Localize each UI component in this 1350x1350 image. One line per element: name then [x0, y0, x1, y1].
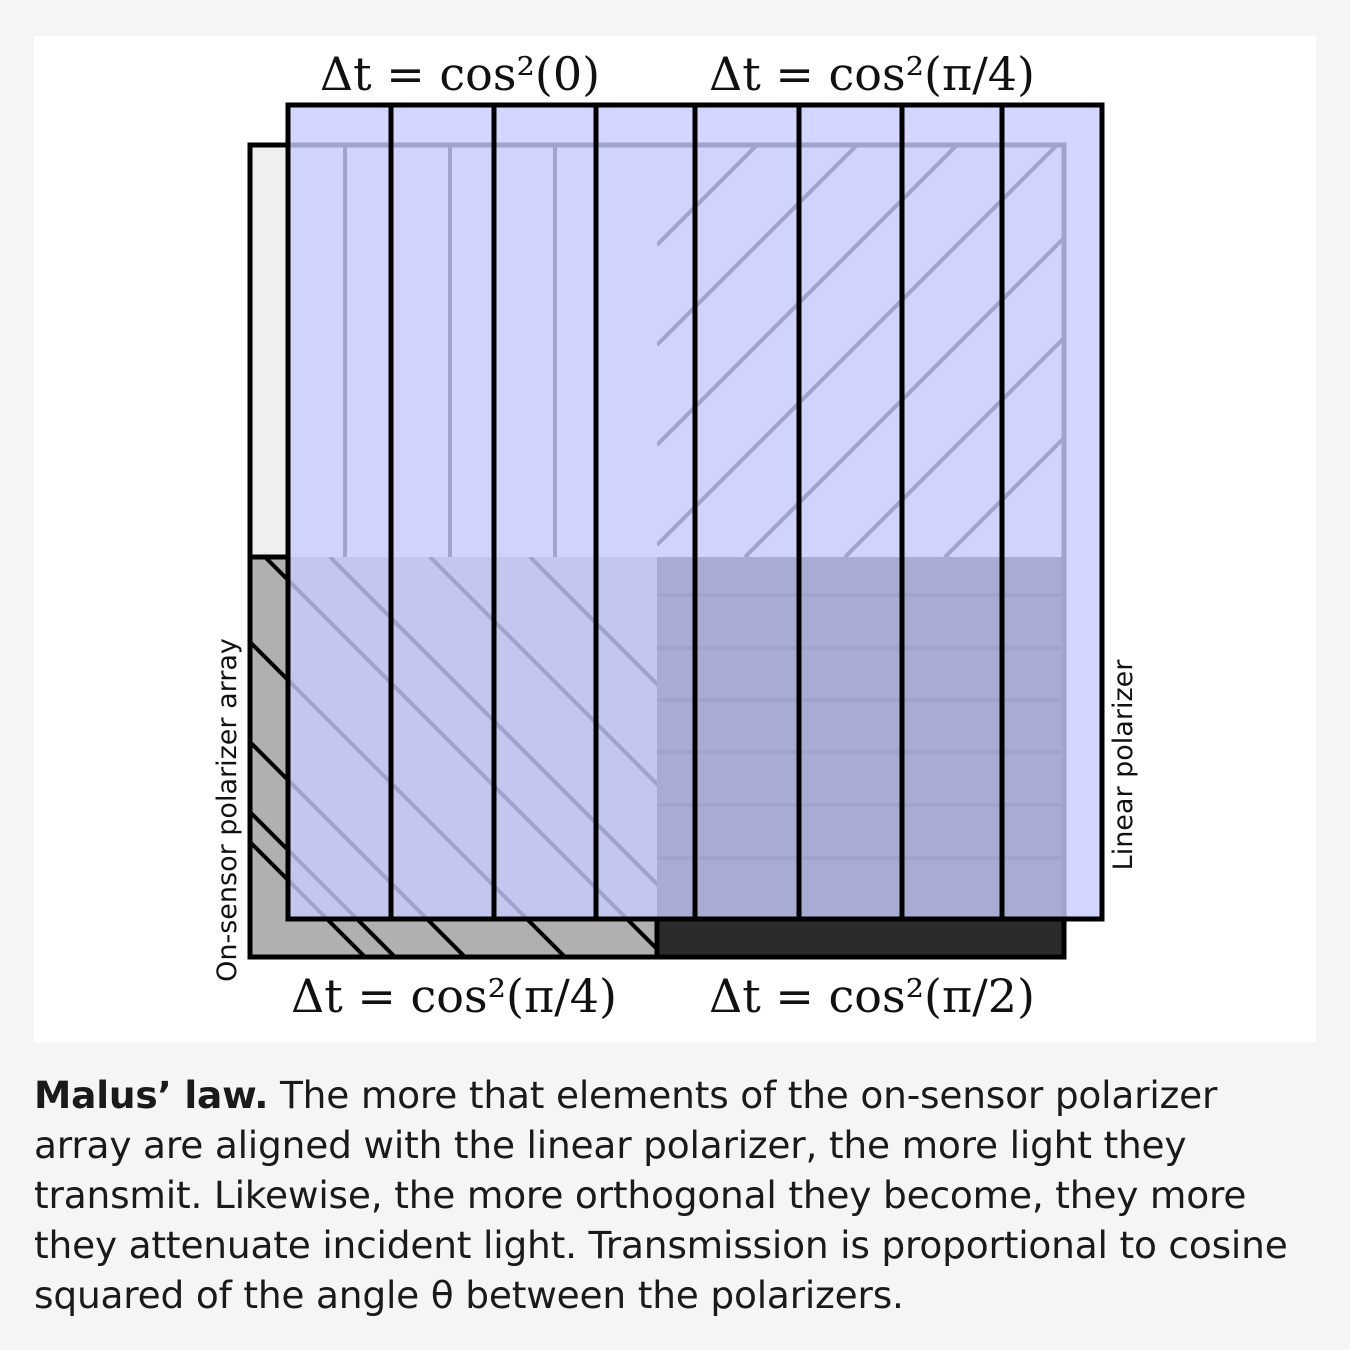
label-top-left: Δt = cos²(0) [320, 47, 600, 101]
figure-panel: Δt = cos²(0) Δt = cos²(π/4) Δt = cos²(π/… [34, 36, 1316, 1042]
linear-polarizer [285, 102, 1105, 922]
figure-caption: Malus’ law. The more that elements of th… [34, 1070, 1316, 1320]
caption-body: The more that elements of the on-sensor … [34, 1073, 1288, 1317]
malus-law-diagram: Δt = cos²(0) Δt = cos²(π/4) Δt = cos²(π/… [212, 47, 1139, 1023]
label-bottom-right: Δt = cos²(π/2) [709, 969, 1035, 1023]
label-top-right: Δt = cos²(π/4) [709, 47, 1035, 101]
label-linear-polarizer: Linear polarizer [1108, 659, 1139, 871]
caption-title: Malus’ law. [34, 1073, 269, 1117]
label-on-sensor-array: On-sensor polarizer array [212, 638, 243, 982]
label-bottom-left: Δt = cos²(π/4) [291, 969, 617, 1023]
